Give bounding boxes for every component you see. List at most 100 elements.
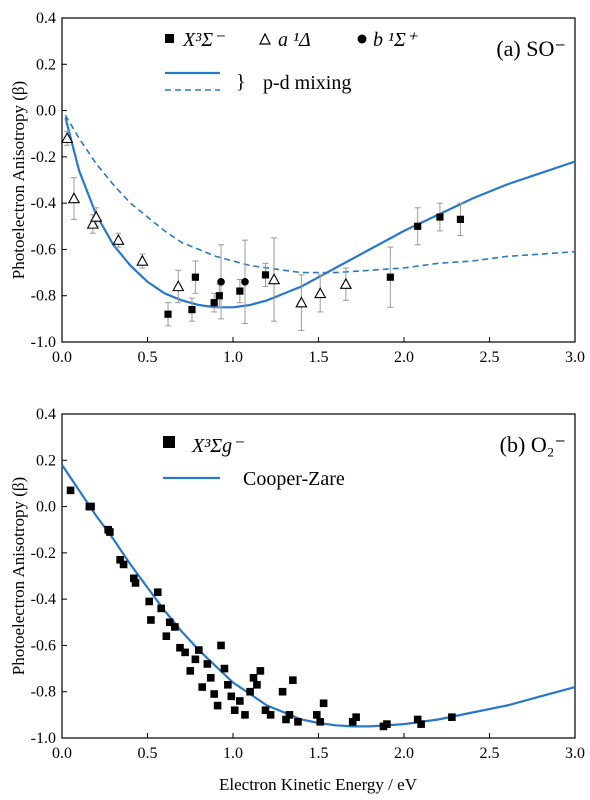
x-tick-label: 0.0 bbox=[52, 745, 72, 762]
data-point-square bbox=[448, 713, 456, 721]
y-tick-label: -0.8 bbox=[31, 684, 56, 701]
data-point-square bbox=[210, 690, 218, 698]
data-point-square bbox=[227, 692, 236, 701]
data-point-square bbox=[206, 674, 215, 682]
data-point-square bbox=[171, 623, 179, 631]
data-point-square bbox=[157, 604, 165, 613]
x-tick-label: 1.5 bbox=[309, 349, 329, 366]
data-point-square bbox=[145, 597, 154, 606]
data-point-square bbox=[417, 720, 425, 728]
y-tick-label: -0.4 bbox=[31, 195, 56, 212]
data-point-circle bbox=[217, 278, 225, 286]
data-point-square bbox=[285, 711, 294, 719]
data-point-square bbox=[236, 697, 244, 705]
data-point-square bbox=[352, 713, 360, 721]
data-point-triangle bbox=[339, 277, 352, 289]
y-tick-label: 0.0 bbox=[36, 103, 56, 120]
data-point-square bbox=[203, 660, 212, 668]
legend-brace: } bbox=[236, 71, 246, 93]
data-point-square bbox=[131, 579, 140, 587]
panel-a-markers bbox=[60, 132, 465, 318]
data-point-square bbox=[246, 687, 254, 696]
legend-label-a-state: a ¹Δ bbox=[278, 29, 311, 51]
legend-label-cooper-zare: Cooper-Zare bbox=[243, 468, 345, 490]
panel-b-markers bbox=[66, 486, 456, 731]
data-point-square bbox=[87, 502, 95, 511]
y-tick-label: -1.0 bbox=[31, 730, 56, 747]
y-tick-label: -0.8 bbox=[31, 288, 56, 305]
data-point-square bbox=[210, 299, 218, 307]
data-point-square bbox=[217, 641, 225, 650]
data-point-square bbox=[191, 655, 200, 664]
x-tick-label: 1.0 bbox=[223, 745, 243, 762]
panel-b-x-ticks: 0.0 0.5 1.0 1.5 2.0 2.5 3.0 bbox=[52, 733, 585, 762]
data-point-square bbox=[224, 680, 232, 689]
data-point-square bbox=[195, 646, 203, 654]
data-point-square bbox=[414, 222, 422, 230]
y-tick-label: -0.6 bbox=[31, 637, 56, 654]
panel-b-y-ticks: 0.4 0.2 0.0 -0.2 -0.4 -0.6 -0.8 -1.0 bbox=[31, 406, 67, 747]
data-point-triangle bbox=[136, 254, 149, 266]
x-tick-label: 1.5 bbox=[309, 745, 329, 762]
x-tick-label: 0.0 bbox=[52, 349, 72, 366]
data-point-square bbox=[266, 711, 275, 719]
data-point-square bbox=[348, 718, 357, 726]
x-tick-label: 0.5 bbox=[138, 349, 158, 366]
data-point-square bbox=[165, 618, 174, 627]
x-tick-label: 1.0 bbox=[223, 349, 243, 366]
data-point-square bbox=[236, 287, 244, 295]
data-point-square bbox=[66, 486, 75, 495]
data-point-square bbox=[383, 720, 391, 728]
y-tick-label: -0.2 bbox=[31, 149, 56, 166]
legend-square-icon bbox=[163, 436, 175, 448]
y-tick-label: 0.2 bbox=[36, 56, 56, 73]
data-point-square bbox=[191, 273, 199, 281]
x-tick-label: 2.0 bbox=[394, 745, 414, 762]
dashed-model-curve bbox=[64, 114, 576, 274]
data-point-triangle bbox=[295, 296, 308, 308]
data-point-triangle bbox=[267, 273, 281, 285]
panel-a-y-axis-label: Photoelectron Anisotropy (β) bbox=[9, 81, 28, 279]
data-point-square bbox=[186, 667, 195, 675]
data-point-triangle bbox=[67, 192, 81, 204]
y-tick-label: 0.4 bbox=[36, 10, 56, 27]
panel-b-legend: X³Σg⁻ Cooper-Zare bbox=[163, 435, 345, 490]
y-tick-label: 0.4 bbox=[36, 406, 56, 423]
data-point-square bbox=[213, 701, 222, 710]
x-axis-label: Electron Kinetic Energy / eV bbox=[219, 775, 418, 794]
legend-label-x-state: X³Σ⁻ bbox=[182, 29, 225, 51]
data-point-square bbox=[241, 711, 249, 719]
legend-open-triangle-icon bbox=[259, 32, 271, 45]
panel-a-label: (a) SO⁻ bbox=[496, 36, 566, 61]
legend-label-b-state: b ¹Σ⁺ bbox=[373, 29, 418, 51]
solid-model-curve bbox=[64, 117, 576, 309]
data-point-square bbox=[181, 648, 189, 657]
data-point-square bbox=[456, 215, 465, 223]
data-point-square bbox=[312, 711, 321, 719]
data-point-square bbox=[147, 616, 155, 624]
x-tick-label: 0.5 bbox=[138, 745, 158, 762]
data-point-square bbox=[436, 213, 444, 221]
data-point-square bbox=[198, 683, 207, 691]
y-tick-label: 0.2 bbox=[36, 452, 56, 469]
legend-circle-icon bbox=[357, 34, 367, 44]
y-tick-label: -1.0 bbox=[31, 334, 56, 351]
y-tick-label: -0.4 bbox=[31, 591, 56, 608]
data-point-triangle bbox=[112, 233, 125, 245]
data-point-square bbox=[261, 271, 270, 279]
panel-a-y-ticks: 0.4 0.2 0.0 -0.2 -0.4 -0.6 -0.8 -1.0 bbox=[31, 10, 67, 351]
data-point-circle bbox=[241, 278, 249, 286]
data-point-square bbox=[289, 676, 297, 684]
panel-a: 0.4 0.2 0.0 -0.2 -0.4 -0.6 -0.8 -1.0 0.0 0.5 1.0 1… bbox=[9, 10, 585, 366]
data-point-triangle bbox=[90, 210, 103, 222]
data-point-square bbox=[106, 528, 114, 536]
legend-label-x-state-o2: X³Σg⁻ bbox=[191, 435, 244, 457]
panel-b: 0.4 0.2 0.0 -0.2 -0.4 -0.6 -0.8 -1.0 0.0 0.5 1.0 1… bbox=[9, 406, 585, 794]
data-point-square bbox=[130, 574, 138, 583]
data-point-square bbox=[386, 273, 394, 281]
panel-b-label: (b) O₂⁻ bbox=[500, 432, 566, 457]
x-tick-label: 2.0 bbox=[394, 349, 414, 366]
panel-a-legend: X³Σ⁻ a ¹Δ b ¹Σ⁺ } p-d mixing bbox=[165, 29, 418, 94]
data-point-square bbox=[230, 706, 239, 715]
data-point-square bbox=[162, 632, 171, 640]
